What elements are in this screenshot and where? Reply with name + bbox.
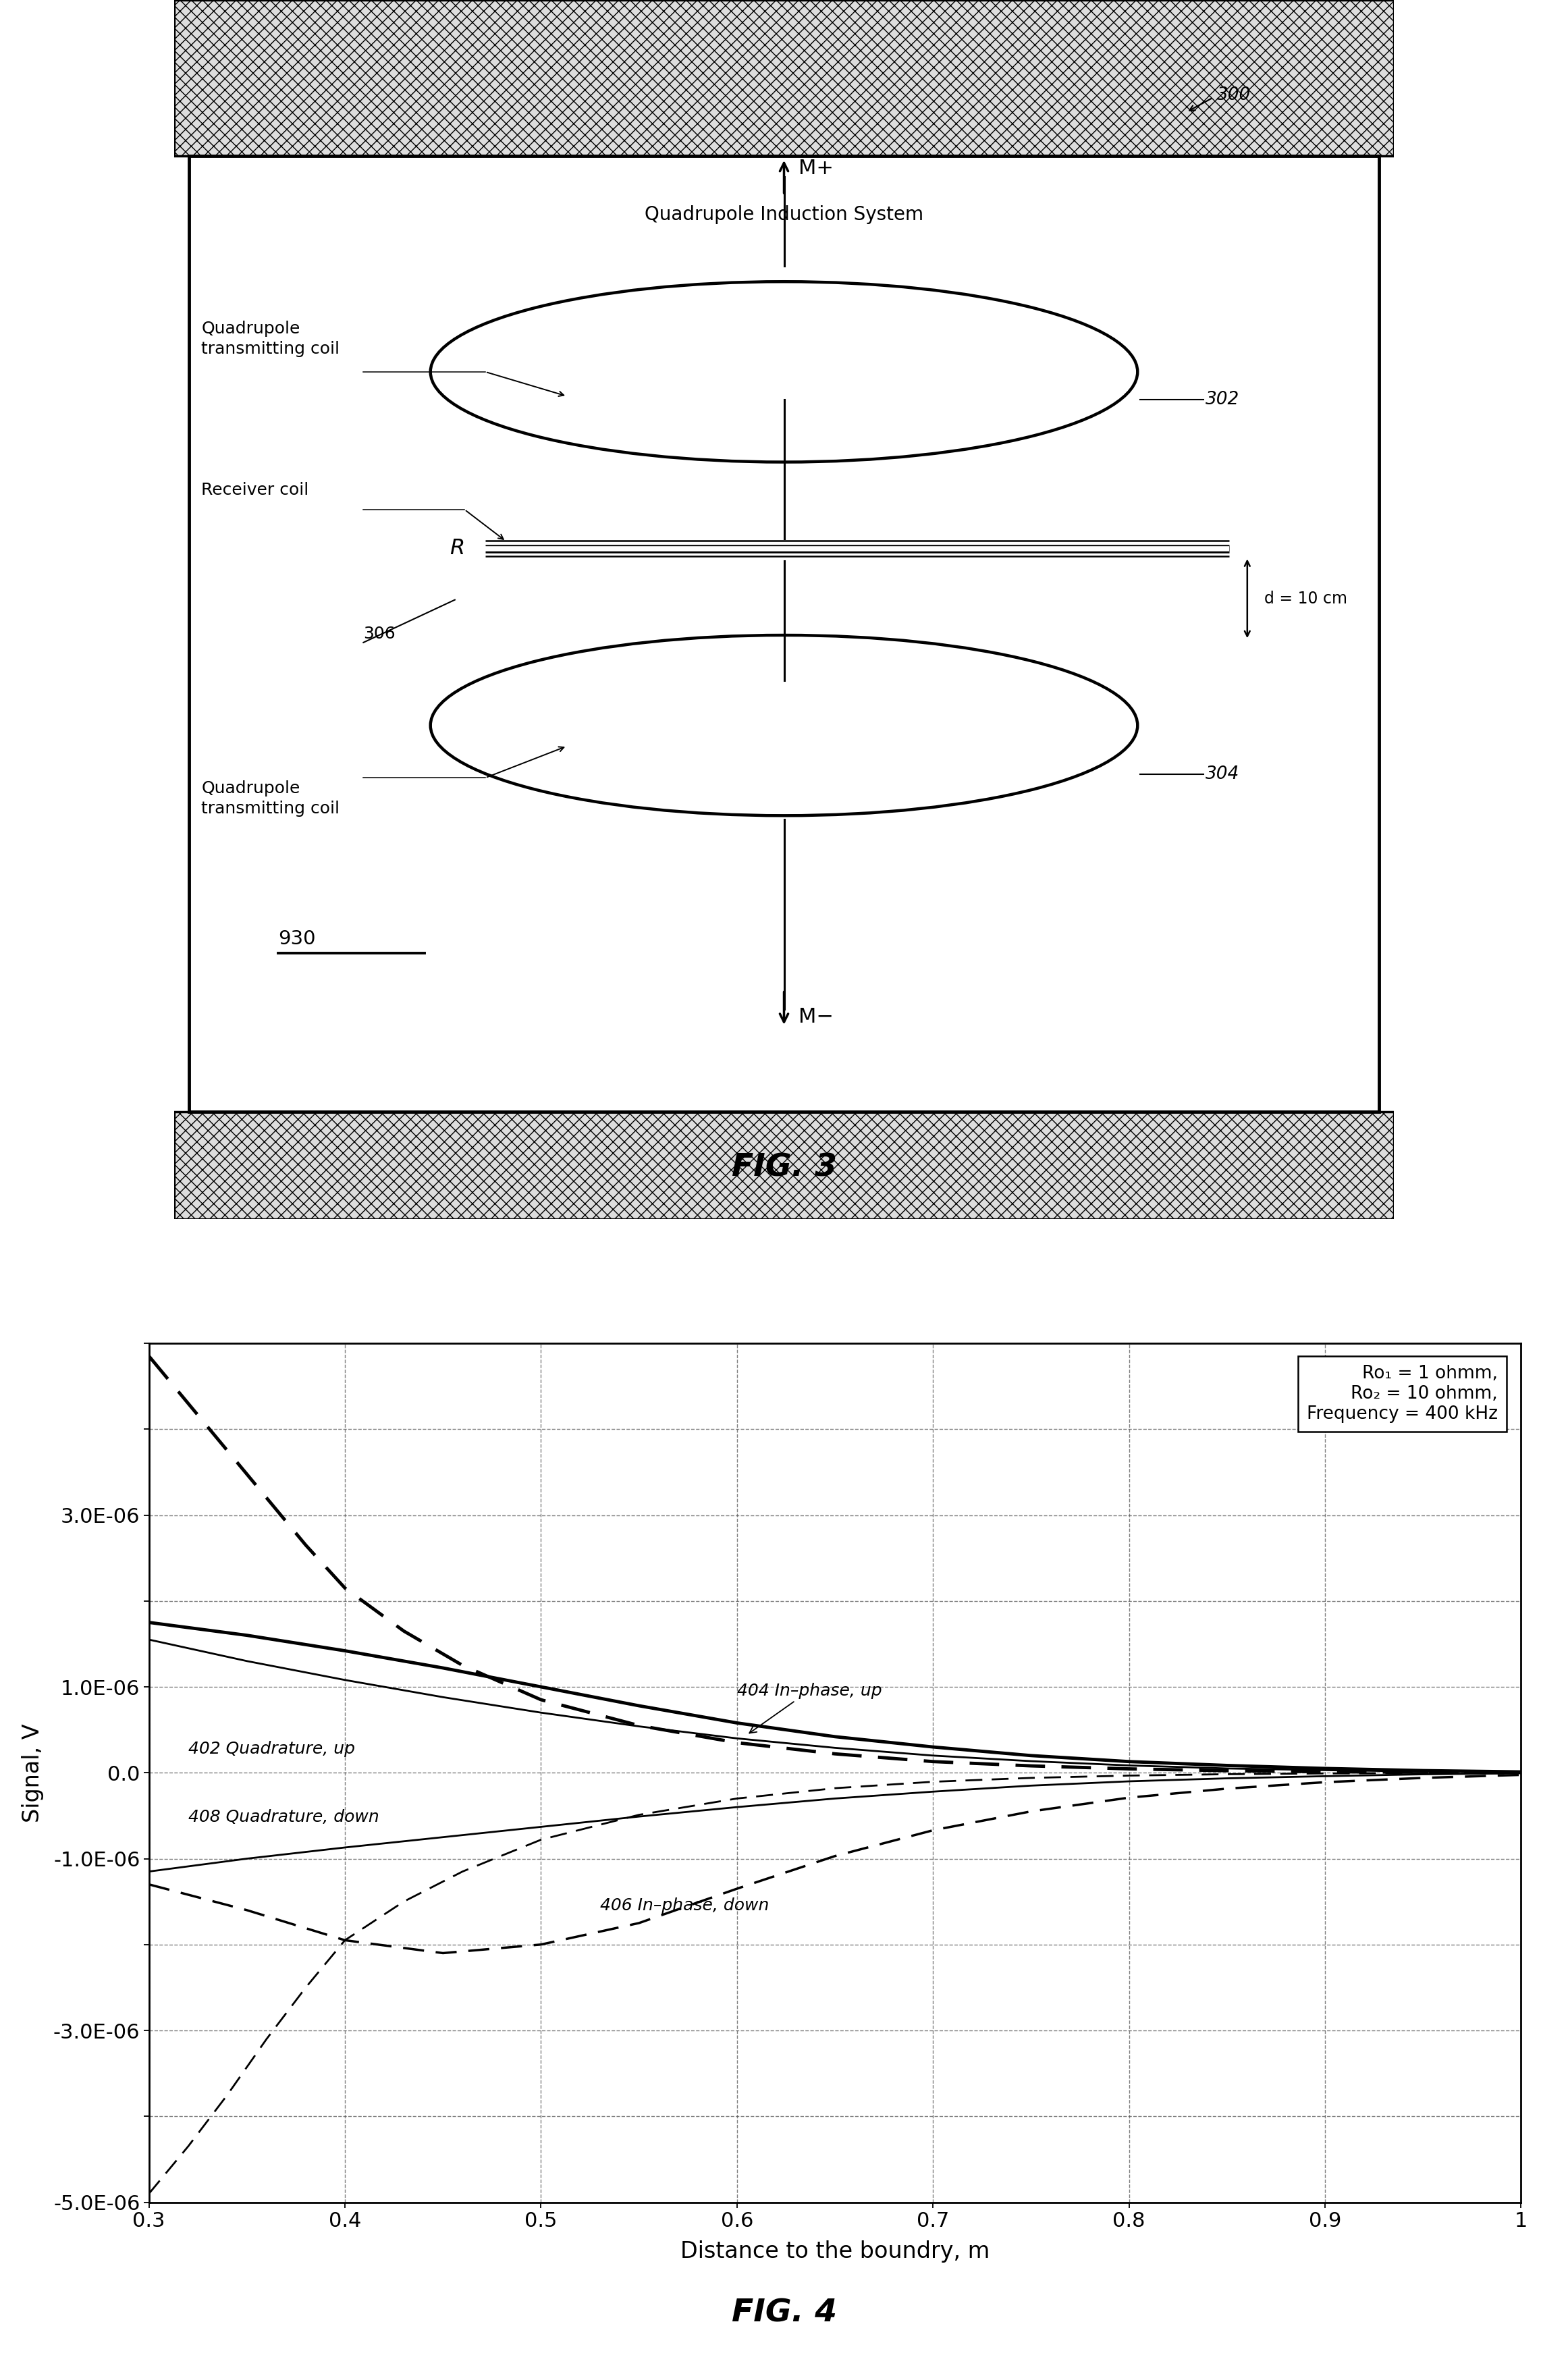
Text: 302: 302: [1206, 392, 1240, 408]
Text: 304: 304: [1206, 764, 1240, 783]
Text: 300: 300: [1217, 85, 1251, 104]
Text: M−: M−: [798, 1007, 834, 1026]
Text: FIG. 3: FIG. 3: [731, 1154, 837, 1182]
Text: Quadrupole Induction System: Quadrupole Induction System: [644, 204, 924, 223]
Text: Quadrupole
transmitting coil: Quadrupole transmitting coil: [201, 320, 340, 358]
Bar: [190, 157, 1378, 1111]
Text: Quadrupole
transmitting coil: Quadrupole transmitting coil: [201, 781, 340, 817]
Text: M+: M+: [798, 159, 834, 178]
Bar: [174, 1111, 1394, 1220]
Bar: [174, 0, 1394, 157]
Text: d = 10 cm: d = 10 cm: [1264, 591, 1347, 608]
Text: 306: 306: [364, 627, 395, 641]
Bar: [174, 1111, 1394, 1220]
Text: Receiver coil: Receiver coil: [201, 482, 309, 499]
Text: 930: 930: [278, 931, 315, 950]
Text: R: R: [450, 539, 464, 558]
Bar: [174, 0, 1394, 157]
Ellipse shape: [431, 283, 1137, 463]
Ellipse shape: [431, 636, 1137, 817]
Text: FIG. 4: FIG. 4: [731, 2298, 837, 2329]
